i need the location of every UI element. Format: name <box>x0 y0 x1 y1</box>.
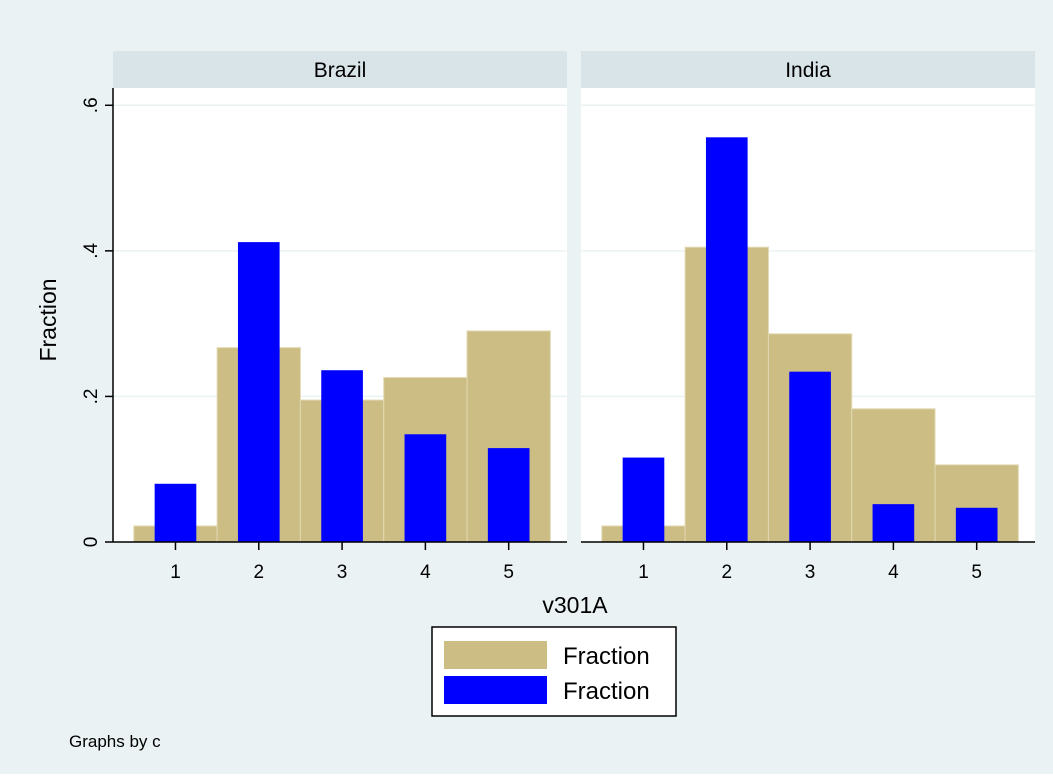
legend-label-series-a: Fraction <box>563 643 650 670</box>
bar-0-4 <box>487 448 530 542</box>
bar-1-1 <box>705 137 748 542</box>
x-tick-label-0-2: 3 <box>337 562 348 583</box>
y-tick-label-3: .6 <box>81 97 102 113</box>
y-tick-label-0: 0 <box>81 537 102 548</box>
x-tick-label-0-3: 4 <box>420 562 431 583</box>
panel-title-0: Brazil <box>314 59 367 82</box>
bar-1-0 <box>622 457 665 542</box>
x-tick-label-0-4: 5 <box>503 562 514 583</box>
panel-header-1 <box>581 51 1035 88</box>
legend-label-series-b: Fraction <box>563 678 650 705</box>
bar-1-4 <box>955 507 998 542</box>
bar-0-2 <box>321 370 363 542</box>
x-tick-label-1-0: 1 <box>638 562 649 583</box>
y-axis-title: Fraction <box>35 278 61 361</box>
x-tick-label-1-4: 5 <box>971 562 982 583</box>
x-tick-label-1-2: 3 <box>805 562 816 583</box>
x-tick-label-0-1: 2 <box>253 562 264 583</box>
x-tick-label-1-1: 2 <box>721 562 732 583</box>
x-axis-title: v301A <box>542 592 608 618</box>
legend-swatch-series-b <box>444 676 547 704</box>
bar-1-2 <box>789 371 831 542</box>
y-tick-label-2: .4 <box>81 243 102 259</box>
legend-swatch-series-a <box>444 641 547 669</box>
panel-0: Brazil 1 2 3 4 5 0 .2 .4 .6 <box>81 51 567 583</box>
panel-title-1: India <box>785 59 831 82</box>
panels-layer: Brazil 1 2 3 4 5 0 .2 .4 .6 India 1 2 3 4 5 <box>81 51 1035 583</box>
bar-0-0 <box>154 483 197 542</box>
legend: Fraction Fraction <box>431 626 677 717</box>
x-tick-label-1-3: 4 <box>888 562 899 583</box>
bar-1-3 <box>872 504 915 542</box>
panel-header-0 <box>113 51 567 88</box>
y-tick-label-1: .2 <box>81 388 102 404</box>
bar-0-1 <box>237 242 280 542</box>
panel-1: India 1 2 3 4 5 <box>581 51 1035 583</box>
x-tick-label-0-0: 1 <box>170 562 181 583</box>
graphs-by-note: Graphs by c <box>69 732 161 751</box>
bar-0-3 <box>404 434 447 542</box>
